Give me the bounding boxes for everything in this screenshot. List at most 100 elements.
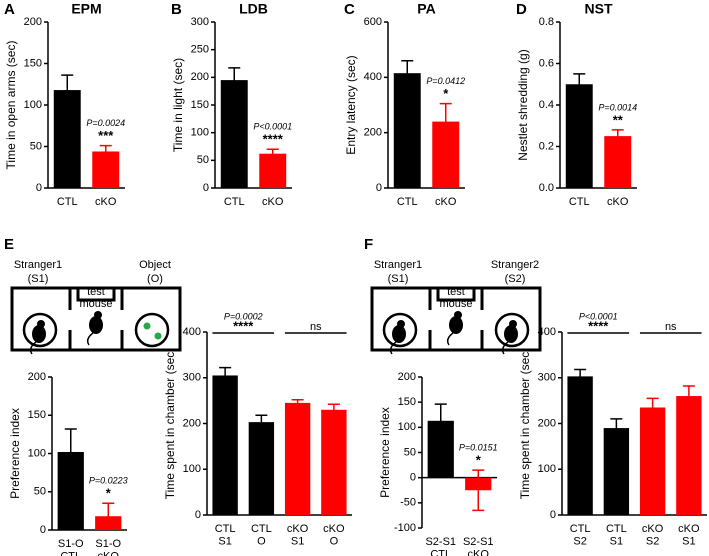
p-value: P=0.0024 [86, 118, 125, 128]
significance: ** [613, 112, 624, 127]
bar [248, 422, 275, 515]
x-tick-label: cKO S2 [642, 523, 664, 548]
bar [212, 375, 238, 515]
y-axis-label: Entry latency (sec) [344, 55, 358, 154]
significance: *** [98, 128, 114, 143]
y-tick-label: 600 [364, 16, 382, 28]
bar [92, 151, 120, 188]
bar [604, 136, 632, 188]
x-tick-label: cKO [95, 196, 117, 208]
p-value: P=0.0151 [459, 442, 498, 452]
mouse-tail [389, 341, 397, 355]
x-tick-label: CTL O [251, 523, 272, 548]
chamber-label: (S1) [28, 273, 49, 285]
y-tick-label: 300 [183, 372, 201, 384]
p-value: P<0.0001 [579, 311, 618, 321]
bar [259, 153, 287, 188]
significance: **** [588, 318, 609, 333]
y-tick-label: 100 [191, 127, 209, 139]
bar [639, 407, 666, 515]
y-tick-label: 300 [191, 16, 209, 28]
panel-letter: E [4, 236, 14, 253]
mouse-icon [89, 316, 103, 334]
y-tick-label: 0 [376, 182, 382, 194]
x-tick-label: cKO [435, 196, 457, 208]
y-tick-label: 250 [191, 44, 209, 56]
partition [428, 288, 484, 350]
panel-letter: F [364, 236, 373, 253]
y-axis-label: Preference index [8, 408, 22, 499]
chamber-label: (O) [147, 273, 163, 285]
p-value: P=0.0014 [598, 102, 637, 112]
y-tick-label: 150 [398, 396, 416, 408]
mouse-icon [392, 325, 406, 343]
x-tick-label: CTL S1 [215, 523, 236, 548]
mouse-icon [509, 320, 517, 328]
y-tick-label: 200 [24, 16, 42, 28]
y-axis-label: Time spent in chamber (sec) [163, 348, 177, 500]
y-tick-label: 0.8 [539, 16, 554, 28]
bar [567, 376, 593, 515]
x-tick-label: cKO [262, 196, 284, 208]
y-tick-label: 100 [538, 463, 556, 475]
y-tick-label: 150 [28, 409, 46, 421]
x-tick-label: CTL [57, 196, 78, 208]
x-tick-label: cKO S1 [678, 523, 700, 548]
y-axis-label: Time in open arms (sec) [4, 41, 18, 170]
cage [134, 312, 170, 348]
object [143, 322, 151, 330]
y-tick-label: 0.4 [539, 99, 554, 111]
y-tick-label: 150 [191, 99, 209, 111]
y-tick-label: 100 [24, 99, 42, 111]
y-axis-label: Nestlet shredding (g) [516, 49, 530, 160]
y-axis-label: Time spent in chamber (sec) [518, 348, 532, 500]
x-tick-label: S2-S1 cKO [463, 536, 494, 556]
arena [10, 286, 182, 352]
chart-title: PA [417, 1, 435, 17]
bar [284, 402, 311, 515]
y-tick-label: 0.2 [539, 140, 554, 152]
x-tick-label: CTL [569, 196, 590, 208]
significance: **** [263, 132, 284, 147]
y-tick-label: 0 [410, 472, 416, 484]
cage [22, 312, 58, 348]
p-value: P=0.0223 [89, 476, 128, 486]
y-tick-label: -100 [394, 522, 416, 534]
chamber-label: Stranger1 [14, 259, 62, 271]
y-tick-label: 150 [24, 57, 42, 69]
mouse-icon [449, 316, 463, 334]
y-tick-label: -50 [400, 497, 416, 509]
center-label: test [447, 286, 465, 298]
center-label: test [87, 286, 105, 298]
bar [321, 409, 347, 515]
chart-title: LDB [239, 1, 268, 17]
y-tick-label: 200 [28, 371, 46, 383]
mouse-tail [86, 332, 94, 346]
chart-title: NST [585, 1, 613, 17]
panel-letter: D [516, 1, 527, 18]
center-label: mouse [79, 298, 112, 310]
significance: * [476, 453, 482, 468]
y-tick-label: 0 [550, 509, 556, 521]
chamber-label: Stranger1 [374, 259, 422, 271]
y-tick-label: 200 [398, 371, 416, 383]
y-tick-label: 100 [28, 447, 46, 459]
panel-letter: A [4, 1, 15, 18]
chamber-label: Object [139, 259, 171, 271]
x-tick-label: CTL S2 [570, 523, 591, 548]
y-tick-label: 200 [364, 127, 382, 139]
mouse-icon [32, 325, 46, 343]
bar [95, 516, 122, 530]
mouse-tail [446, 332, 454, 346]
chart-title: EPM [71, 1, 101, 17]
p-value: P=0.0002 [224, 311, 263, 321]
significance: * [443, 86, 449, 101]
x-tick-label: cKO S1 [287, 523, 309, 548]
p-value: P=0.0412 [426, 76, 465, 86]
mouse-icon [504, 325, 518, 343]
chamber-label: (S1) [388, 273, 409, 285]
significance: ns [665, 321, 677, 333]
